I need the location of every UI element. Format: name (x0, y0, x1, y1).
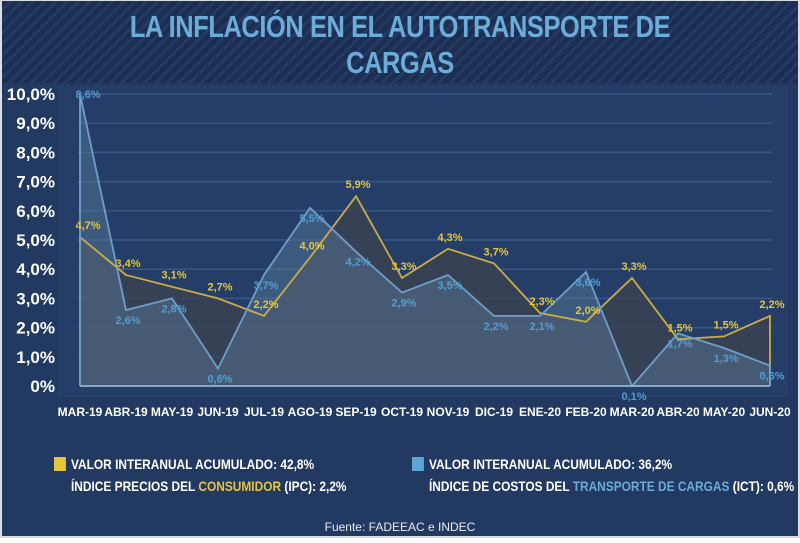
y-tick-label: 4,0% (16, 260, 55, 279)
y-axis-labels: 0% 1,0% 2,0% 3,0% 4,0% 5,0% 6,0% 7,0% 8,0% 9,0% 10… (7, 85, 55, 396)
area-ict (80, 94, 770, 386)
data-label: 5,9% (345, 179, 370, 191)
data-label: 1,5% (713, 319, 738, 331)
y-tick-label: 1,0% (16, 348, 55, 367)
data-label: 3,7% (483, 246, 508, 258)
data-label: 2,3% (529, 296, 554, 308)
data-label: 2,8% (161, 303, 186, 315)
chart-title: LA INFLACIÓN EN EL AUTOTRANSPORTE DE CAR… (129, 9, 671, 80)
data-label: 5,5% (299, 213, 324, 225)
data-label: 2,2% (253, 299, 278, 311)
data-label: 3,3% (621, 261, 646, 273)
legend-ipc-line1: VALOR INTERANUAL ACUMULADO: 42,8% (54, 453, 347, 475)
line-ict (79, 93, 771, 388)
x-tick-label: ABR-20 (656, 405, 700, 419)
data-label: 8,6% (75, 89, 100, 101)
x-tick-label: MAY-20 (703, 405, 746, 419)
x-tick-label: AGO-19 (288, 405, 333, 419)
data-label: 0,6% (759, 371, 784, 383)
legend-ict: VALOR INTERANUAL ACUMULADO: 36,2% ÍNDICE… (412, 453, 794, 497)
data-label: 1,5% (667, 322, 692, 334)
y-tick-label: 0% (30, 377, 55, 396)
data-label: 4,7% (75, 220, 100, 232)
data-label: 2,9% (391, 298, 416, 310)
x-tick-label: ENE-20 (519, 405, 561, 419)
data-label: 4,0% (299, 241, 324, 253)
legend-ict-prefix: ÍNDICE DE COSTOS DEL (429, 478, 573, 494)
data-label: 2,0% (575, 305, 600, 317)
legend-ipc-highlight: CONSUMIDOR (198, 478, 282, 494)
x-tick-label: MAR-19 (58, 405, 103, 419)
legend-ict-total: VALOR INTERANUAL ACUMULADO: 36,2% (429, 456, 673, 472)
data-label: 3,7% (253, 280, 278, 292)
x-tick-label: FEB-20 (565, 405, 607, 419)
y-tick-label: 8,0% (16, 143, 55, 162)
legend-ict-swatch (412, 457, 424, 471)
x-axis-labels: MAR-19 ABR-19 MAY-19 JUN-19 JUL-19 AGO-19 SEP-… (58, 405, 791, 419)
y-tick-label: 7,0% (16, 173, 55, 192)
legend-ipc-prefix: ÍNDICE PRECIOS DEL (71, 478, 199, 494)
y-tick-label: 9,0% (16, 114, 55, 133)
data-label: 1,7% (667, 338, 692, 350)
legend-ict-suffix: (ICT): 0,6% (729, 478, 795, 494)
x-tick-label: JUN-20 (749, 405, 791, 419)
data-label: 3,6% (575, 277, 600, 289)
data-label: 4,2% (345, 257, 370, 269)
legend-ict-line2: ÍNDICE DE COSTOS DEL TRANSPORTE DE CARGA… (412, 475, 794, 497)
legend-ipc-suffix: (IPC): 2,2% (281, 478, 347, 494)
x-tick-label: DIC-19 (475, 405, 513, 419)
data-label: 0,6% (207, 373, 232, 385)
data-label: 3,3% (391, 261, 416, 273)
x-tick-label: ABR-19 (104, 405, 148, 419)
x-tick-label: MAR-20 (610, 405, 655, 419)
data-label: 3,4% (115, 258, 140, 270)
legend-ipc-swatch (54, 457, 66, 471)
y-tick-label: 6,0% (16, 202, 55, 221)
area-ipc (80, 196, 770, 386)
line-area-chart: 0% 1,0% 2,0% 3,0% 4,0% 5,0% 6,0% 7,0% 8,0% 9,0% 10… (7, 85, 791, 419)
legend-ict-line1: VALOR INTERANUAL ACUMULADO: 36,2% (412, 453, 794, 475)
y-tick-label: 5,0% (16, 231, 55, 250)
data-label: 2,7% (207, 281, 232, 293)
data-label: 3,1% (161, 270, 186, 282)
legend-ipc-total: VALOR INTERANUAL ACUMULADO: 42,8% (71, 456, 315, 472)
series-lines (79, 93, 771, 388)
legend: VALOR INTERANUAL ACUMULADO: 42,8% ÍNDICE… (2, 451, 798, 501)
data-label: 2,1% (529, 321, 554, 333)
x-tick-label: OCT-19 (381, 405, 423, 419)
data-label: 1,3% (713, 353, 738, 365)
legend-ict-highlight: TRANSPORTE DE CARGAS (572, 478, 730, 494)
x-tick-label: JUN-19 (197, 405, 239, 419)
source-note: Fuente: FADEEAC e INDEC (324, 520, 476, 534)
line-ipc (79, 194, 771, 386)
title-banner: LA INFLACIÓN EN EL AUTOTRANSPORTE DE CAR… (2, 1, 798, 83)
data-label: 3,5% (437, 280, 462, 292)
y-tick-label: 2,0% (16, 319, 55, 338)
x-tick-label: MAY-19 (151, 405, 194, 419)
legend-ipc: VALOR INTERANUAL ACUMULADO: 42,8% ÍNDICE… (54, 453, 347, 497)
x-tick-label: JUL-19 (244, 405, 284, 419)
x-tick-label: NOV-19 (427, 405, 470, 419)
series-areas (80, 94, 770, 386)
data-labels: 4,7% 3,4% 3,1% 2,7% 2,2% 4,0% 5,9% 3,3% 4,3% 3,7%… (75, 89, 784, 403)
data-label: 2,2% (759, 299, 784, 311)
data-label: 2,2% (483, 321, 508, 333)
data-label: 2,6% (115, 315, 140, 327)
data-label: 0,1% (621, 391, 646, 403)
y-tick-label: 3,0% (16, 289, 55, 308)
y-tick-label: 10,0% (7, 85, 55, 104)
data-label: 4,3% (437, 232, 462, 244)
legend-ipc-line2: ÍNDICE PRECIOS DEL CONSUMIDOR (IPC): 2,2… (54, 475, 347, 497)
x-tick-label: SEP-19 (335, 405, 377, 419)
